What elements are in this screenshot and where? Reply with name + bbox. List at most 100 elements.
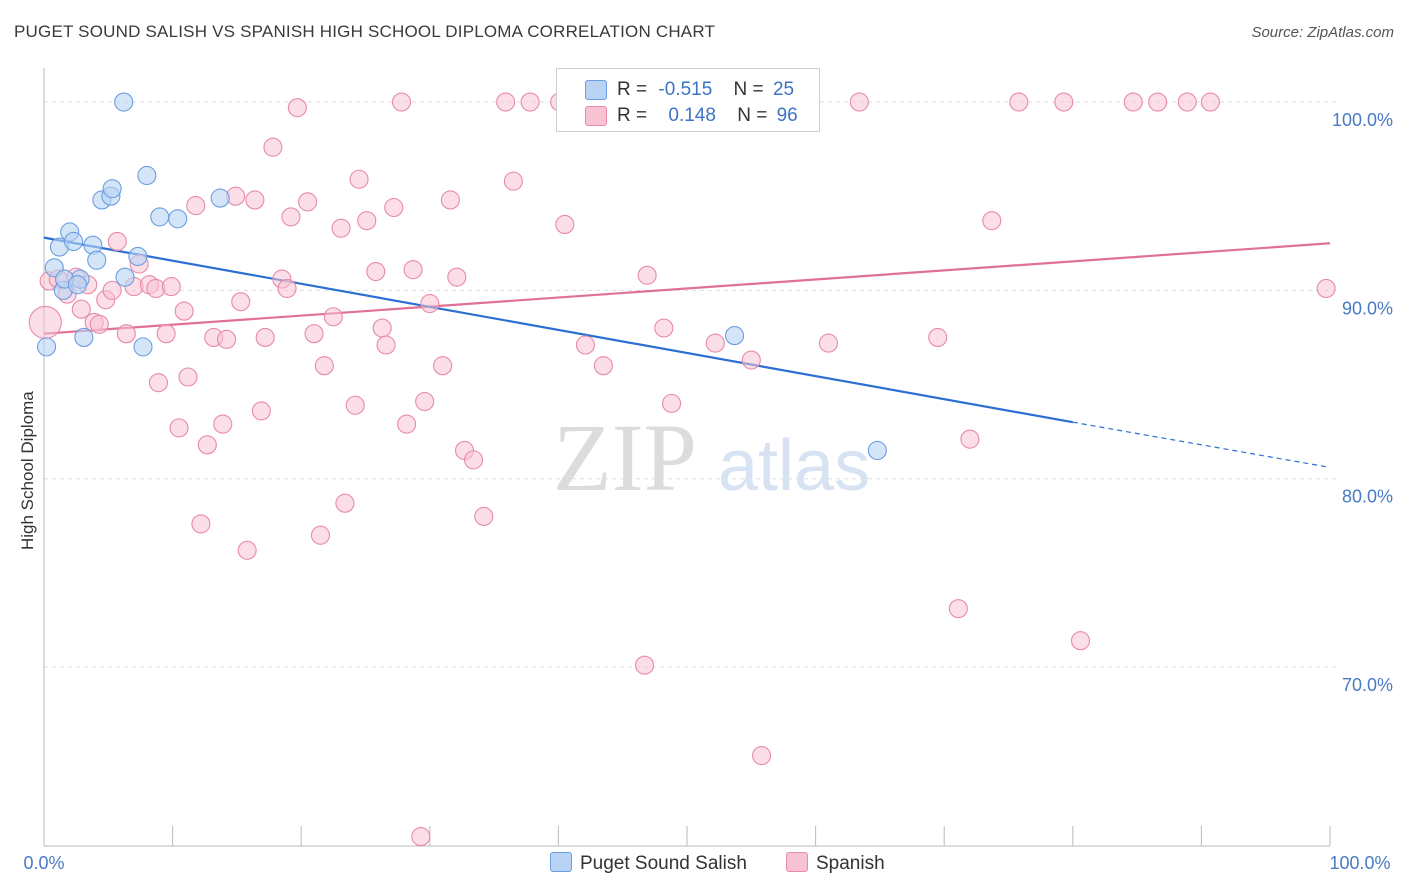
bottom-legend-swatch-blue	[550, 852, 572, 872]
data-point-spanish	[298, 192, 318, 212]
data-point-puget-sound-salish	[133, 337, 153, 357]
data-point-puget-sound-salish	[115, 267, 135, 287]
data-point-spanish	[1200, 92, 1220, 112]
legend-swatch-pink	[585, 106, 607, 126]
data-point-spanish	[575, 335, 595, 355]
data-point-spanish	[555, 214, 575, 234]
y-tick-label: 80.0%	[1342, 487, 1393, 507]
data-point-spanish	[474, 506, 494, 526]
y-tick-label: 70.0%	[1342, 675, 1393, 695]
data-point-puget-sound-salish	[725, 326, 745, 346]
data-point-spanish	[191, 514, 211, 534]
data-point-spanish	[116, 324, 136, 344]
data-point-spanish	[186, 196, 206, 216]
data-point-spanish	[662, 393, 682, 413]
data-point-spanish	[331, 218, 351, 238]
axes	[43, 68, 1331, 847]
data-point-puget-sound-salish	[168, 209, 188, 229]
data-point-spanish	[372, 318, 392, 338]
data-point-puget-sound-salish	[867, 440, 887, 461]
data-point-puget-sound-salish	[64, 231, 84, 251]
data-point-spanish	[741, 350, 761, 370]
data-point-puget-sound-salish	[150, 207, 170, 227]
data-point-spanish	[960, 429, 980, 449]
data-point-spanish	[304, 324, 324, 344]
data-point-spanish	[287, 98, 307, 118]
data-point-spanish	[1123, 92, 1143, 112]
data-point-spanish	[752, 746, 772, 766]
legend-r-label: R =	[617, 79, 648, 100]
data-point-spanish	[447, 267, 467, 287]
data-point-spanish	[174, 301, 194, 321]
bottom-legend-swatch-pink	[786, 852, 808, 872]
legend-n-label: N =	[733, 79, 764, 100]
data-point-spanish	[982, 211, 1002, 231]
data-point-puget-sound-salish	[114, 92, 134, 112]
legend-r-label: R =	[617, 105, 648, 126]
gridlines	[44, 101, 1340, 668]
data-point-spanish	[654, 318, 674, 338]
data-point-spanish	[705, 333, 725, 353]
source-label: Source: ZipAtlas.com	[1251, 24, 1394, 41]
data-point-spanish	[277, 278, 297, 299]
data-point-spanish	[263, 137, 283, 157]
data-point-spanish	[366, 261, 386, 282]
data-point-puget-sound-salish	[74, 327, 94, 348]
data-point-spanish	[391, 92, 412, 112]
x-tick-label: 0.0%	[23, 853, 64, 873]
data-point-spanish	[520, 92, 540, 112]
legend-n-label: N =	[737, 105, 768, 126]
y-tick-label: 100.0%	[1332, 110, 1393, 130]
data-point-spanish	[197, 435, 217, 455]
data-point-spanish	[635, 655, 655, 675]
data-point-spanish	[349, 169, 369, 189]
data-point-spanish	[397, 414, 417, 434]
data-point-spanish	[217, 329, 237, 349]
y-tick-label: 90.0%	[1342, 298, 1393, 318]
data-point-puget-sound-salish	[67, 275, 87, 295]
data-point-spanish	[440, 190, 460, 210]
data-point-spanish	[281, 207, 301, 227]
bottom-legend-pink: Spanish	[786, 852, 885, 875]
data-point-spanish	[637, 265, 657, 285]
watermark: ZIP atlas	[553, 404, 870, 511]
legend: R = -0.515 N = 25 R = 0.148 N = 96	[556, 68, 820, 132]
data-point-puget-sound-salish	[128, 246, 148, 267]
bottom-legend-label-blue: Puget Sound Salish	[580, 853, 747, 874]
trend-line-puget-sound-salish	[43, 236, 1073, 424]
trend-line-extension	[1072, 421, 1331, 469]
data-point-spanish	[384, 197, 404, 218]
data-point-puget-sound-salish	[137, 165, 157, 186]
data-point-spanish	[213, 414, 233, 434]
trend-lines	[43, 236, 1331, 469]
data-point-spanish	[1009, 92, 1029, 112]
legend-r-value: 0.148	[668, 105, 716, 126]
data-point-spanish	[107, 231, 127, 251]
data-point-spanish	[376, 335, 396, 355]
data-point-spanish	[89, 314, 109, 334]
data-point-puget-sound-salish	[210, 188, 230, 208]
data-point-puget-sound-salish	[87, 250, 107, 270]
data-point-spanish	[463, 450, 484, 470]
watermark-atlas: atlas	[718, 426, 870, 506]
legend-n-value: 25	[772, 79, 795, 100]
legend-n-value: 96	[776, 105, 798, 126]
legend-swatch-blue	[585, 80, 607, 100]
data-point-spanish	[928, 327, 948, 348]
data-point-puget-sound-salish	[37, 337, 57, 357]
data-point-spanish	[1054, 92, 1074, 112]
data-point-spanish	[357, 211, 377, 231]
data-point-spanish	[255, 327, 275, 348]
data-point-spanish	[403, 260, 423, 280]
data-point-spanish	[323, 307, 343, 327]
data-point-puget-sound-salish	[102, 179, 122, 199]
chart-title: PUGET SOUND SALISH VS SPANISH HIGH SCHOO…	[14, 22, 716, 41]
data-point-spanish	[411, 827, 431, 847]
data-point-spanish	[156, 324, 176, 344]
data-point-spanish	[245, 190, 265, 210]
legend-row-blue: R = -0.515 N = 25	[585, 77, 794, 101]
legend-row-pink: R = 0.148 N = 96	[585, 103, 798, 127]
tick-labels: 70.0% 80.0% 90.0% 100.0% 0.0% 100.0%	[23, 110, 1393, 873]
bottom-legend-blue: Puget Sound Salish	[550, 852, 747, 875]
